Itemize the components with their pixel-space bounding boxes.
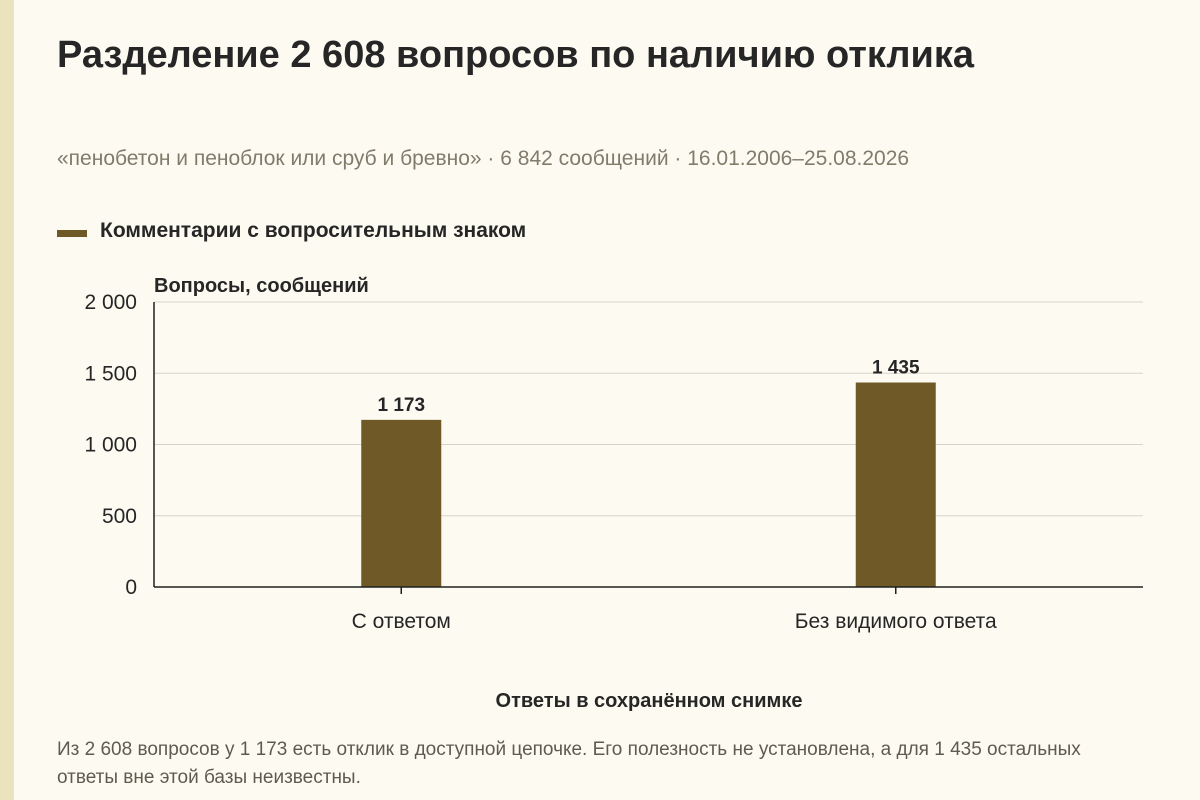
bar [855,382,936,587]
y-tick-label: 1 500 [84,362,137,385]
y-tick-label: 500 [102,505,137,528]
y-tick-label: 1 000 [84,434,137,457]
value-labels: 1 173 1 435 [377,358,919,416]
x-category-label: Без видимого ответа [795,610,997,633]
page-title: Разделение 2 608 вопросов по наличию отк… [57,34,974,76]
y-axis-ticks: 0 500 1 000 1 500 2 000 [84,291,137,599]
chart-legend: Комментарии с вопросительным знаком [57,219,526,243]
x-axis-title: Ответы в сохранённом снимке [496,690,803,712]
legend-swatch [57,229,87,237]
y-tick-label: 2 000 [84,291,137,314]
left-accent-strip [0,0,14,800]
y-tick-label: 0 [125,576,137,599]
x-axis-categories: С ответом Без видимого ответа [352,610,997,633]
axes [153,302,1143,594]
grid-lines [154,301,1143,517]
bar-value-label: 1 173 [377,395,425,416]
x-category-label: С ответом [352,610,451,633]
footnote: Из 2 608 вопросов у 1 173 есть отклик в … [57,739,1081,788]
bar-value-label: 1 435 [872,358,920,379]
bars [361,382,936,587]
y-axis-title: Вопросы, сообщений [154,275,369,297]
bar [361,419,442,587]
chart-subtitle: «пенобетон и пеноблок или сруб и бревно»… [57,147,910,170]
legend-label: Комментарии с вопросительным знаком [100,219,527,242]
